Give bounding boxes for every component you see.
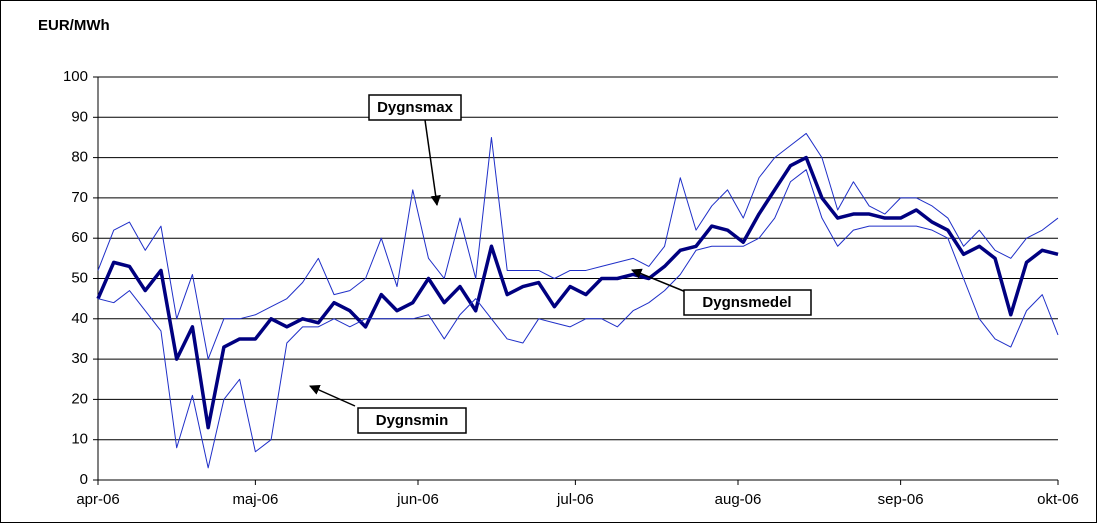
y-tick-label: 60 [71, 229, 88, 246]
x-tick-label: sep-06 [878, 491, 924, 508]
series-line [97, 132, 1059, 360]
y-tick-label: 10 [71, 431, 88, 448]
arrow [424, 119, 441, 207]
annotations: Dygnsmax Dygnsmin Dygnsmedel [309, 94, 812, 434]
x-tick-label: aug-06 [715, 491, 762, 508]
y-tick-label: 50 [71, 269, 88, 286]
x-tick-label: jul-06 [556, 491, 594, 508]
annotation-box [683, 289, 812, 316]
annotation: Dygnsmin [376, 412, 449, 429]
annotation: Dygnsmax [377, 99, 454, 116]
y-tick-label: 80 [71, 149, 88, 166]
annotation-box [368, 94, 462, 121]
series-line [96, 155, 1059, 430]
x-tick-label: okt-06 [1037, 491, 1079, 508]
arrow [309, 385, 356, 407]
arrow [631, 268, 687, 293]
y-tick-label: 30 [71, 350, 88, 367]
plot-area: 0 10 20 30 40 50 60 70 80 90 100 apr-06 maj-06 jun-06… [63, 68, 1079, 508]
x-tick-label: apr-06 [76, 491, 119, 508]
y-tick-label: 100 [63, 68, 88, 85]
annotation-box [357, 407, 467, 434]
y-tick-label: 40 [71, 310, 88, 327]
x-tick-label: jun-06 [396, 491, 439, 508]
y-tick-label: 0 [80, 471, 88, 488]
annotation: Dygnsmedel [702, 294, 791, 311]
y-tick-label: 20 [71, 390, 88, 407]
x-tick-label: maj-06 [232, 491, 278, 508]
chart-title: EUR/MWh [38, 17, 110, 34]
series-line [97, 169, 1059, 469]
y-tick-label: 90 [71, 108, 88, 125]
y-tick-label: 70 [71, 189, 88, 206]
